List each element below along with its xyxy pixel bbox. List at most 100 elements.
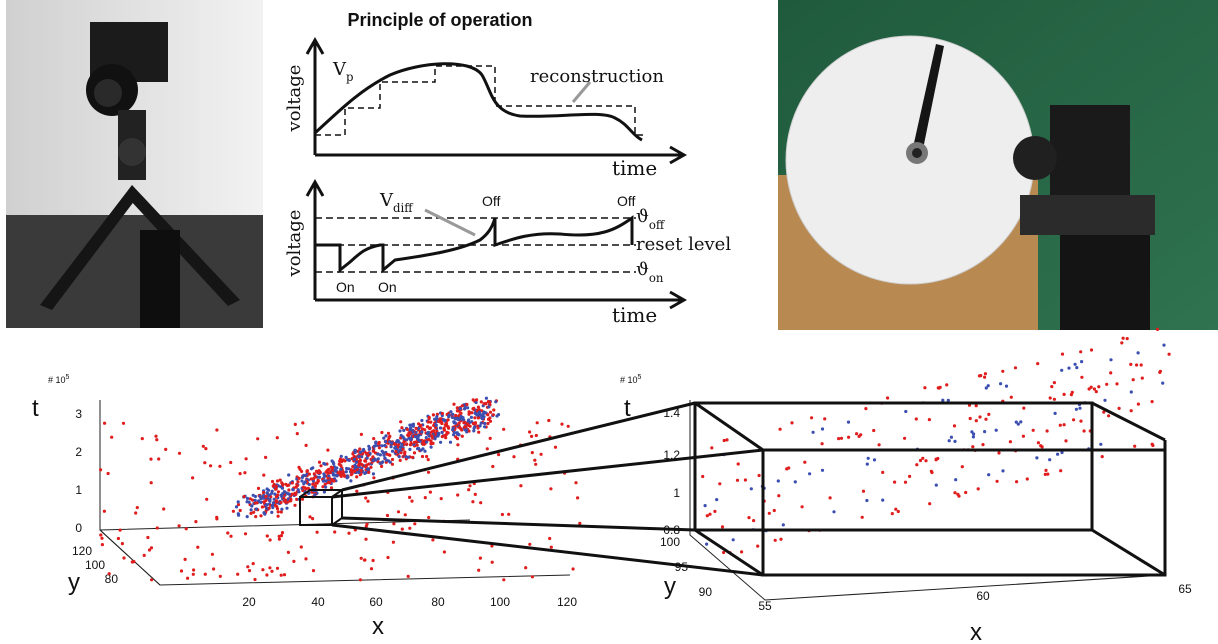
event-dot	[424, 496, 427, 499]
event-dot	[547, 419, 550, 422]
event-dot	[146, 536, 149, 539]
event-dot	[275, 499, 278, 502]
scale-base: # 10	[48, 375, 66, 385]
event-dot	[327, 468, 330, 471]
event-dot	[862, 490, 865, 493]
event-dot	[253, 578, 256, 581]
event-dot	[407, 575, 410, 578]
event-dot	[430, 446, 433, 449]
event-dot	[492, 408, 495, 411]
event-dot	[1130, 390, 1133, 393]
event-dot	[250, 508, 253, 511]
event-dot	[953, 491, 956, 494]
vdiff-label-base: V	[379, 190, 394, 211]
event-dot	[436, 434, 439, 437]
event-dot	[483, 422, 486, 425]
event-dot	[491, 465, 494, 468]
event-dot	[473, 416, 476, 419]
event-dot	[296, 484, 299, 487]
event-dot	[388, 440, 391, 443]
t-label: t	[32, 395, 39, 422]
event-dot	[382, 437, 385, 440]
event-dot	[268, 499, 271, 502]
event-dot	[400, 426, 403, 429]
event-dot	[280, 510, 283, 513]
event-dot	[363, 558, 366, 561]
event-dot	[218, 465, 221, 468]
event-dot	[372, 437, 375, 440]
event-dot	[708, 513, 711, 516]
event-dot	[239, 509, 242, 512]
event-dot	[821, 469, 824, 472]
event-dot	[978, 415, 981, 418]
event-dot	[456, 493, 459, 496]
event-dot	[480, 400, 483, 403]
event-dot	[366, 500, 369, 503]
event-dot	[415, 427, 418, 430]
event-dot	[293, 492, 296, 495]
event-dot	[528, 543, 531, 546]
event-dot	[1001, 370, 1004, 373]
event-dot	[576, 496, 579, 499]
event-dot	[339, 468, 342, 471]
event-dot	[995, 429, 998, 432]
event-dot	[300, 479, 303, 482]
event-dot	[440, 431, 443, 434]
event-dot	[501, 513, 504, 516]
event-dot	[531, 451, 534, 454]
event-dot	[477, 431, 480, 434]
event-dot	[1064, 439, 1067, 442]
photo-camera	[6, 0, 263, 328]
event-dot	[296, 480, 299, 483]
event-dot	[1053, 381, 1056, 384]
event-dot	[1015, 480, 1018, 483]
event-dot	[246, 515, 249, 518]
event-dot	[1161, 382, 1164, 385]
event-dot	[1156, 328, 1159, 331]
event-dot	[821, 427, 824, 430]
event-dot	[832, 510, 835, 513]
event-dot	[859, 433, 862, 436]
event-dot	[264, 456, 267, 459]
event-dot	[454, 417, 457, 420]
event-dot	[512, 455, 515, 458]
event-dot	[391, 463, 394, 466]
t-tick-label: 3	[75, 407, 82, 421]
event-dot	[732, 538, 735, 541]
event-dot	[864, 407, 867, 410]
event-dot	[983, 430, 986, 433]
event-dot	[756, 545, 759, 548]
event-dot	[894, 508, 897, 511]
event-dot	[718, 482, 721, 485]
event-dot	[411, 456, 414, 459]
event-dot	[297, 490, 300, 493]
event-dot	[427, 431, 430, 434]
event-dot	[178, 452, 181, 455]
event-dot	[107, 472, 110, 475]
event-dot	[425, 455, 428, 458]
event-dot	[1009, 440, 1012, 443]
event-dot	[212, 567, 215, 570]
event-dot	[414, 435, 417, 438]
event-dot	[245, 457, 248, 460]
event-dot	[345, 470, 348, 473]
event-dot	[435, 415, 438, 418]
theta-on-label-base: ϑ	[636, 259, 649, 280]
x-label: x	[970, 619, 982, 644]
event-dot	[279, 501, 282, 504]
event-dot	[473, 427, 476, 430]
event-dot	[1126, 337, 1129, 340]
event-dot	[981, 443, 984, 446]
event-dot	[713, 510, 716, 513]
event-dot	[383, 444, 386, 447]
event-dot	[192, 568, 195, 571]
event-dot	[578, 522, 581, 525]
event-dot	[447, 425, 450, 428]
event-dot	[457, 433, 460, 436]
event-dot	[365, 463, 368, 466]
event-dot	[449, 410, 452, 413]
event-dot	[435, 424, 438, 427]
event-dot	[410, 437, 413, 440]
event-dot	[975, 419, 978, 422]
event-dot	[427, 471, 430, 474]
